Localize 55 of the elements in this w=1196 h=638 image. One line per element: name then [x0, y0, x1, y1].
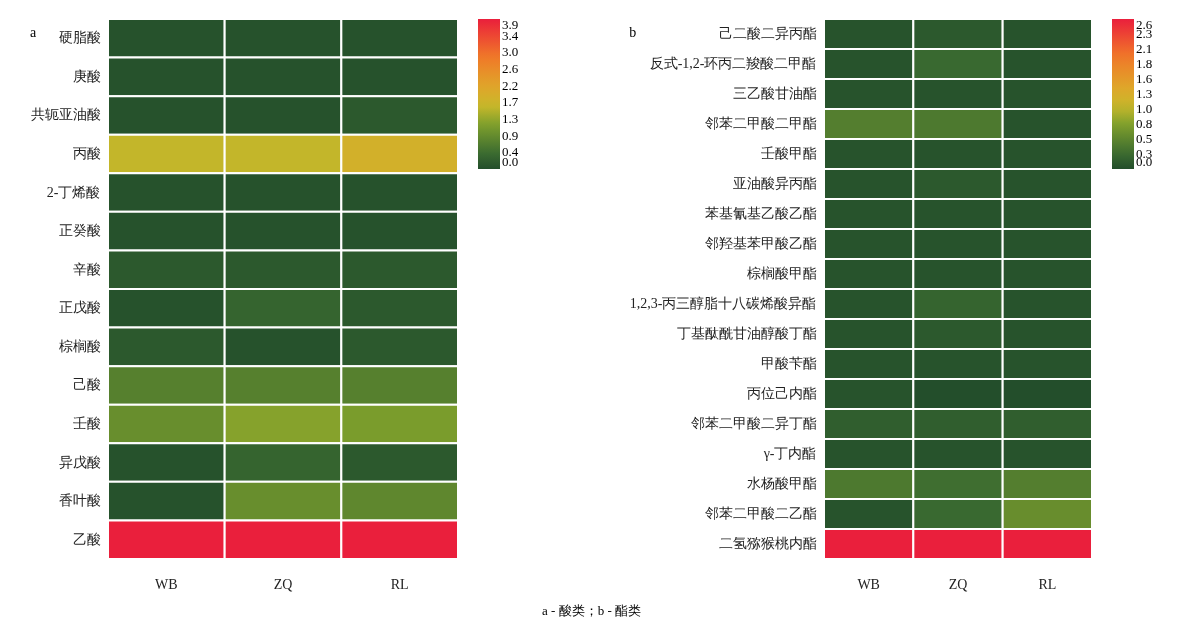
y-tick-label: 共轭亚油酸 — [30, 107, 101, 123]
y-tick-label: 辛酸 — [72, 261, 101, 277]
y-tick-label: 丁基酞酰甘油醇酸丁酯 — [676, 326, 817, 341]
chart-title: a — [30, 25, 37, 40]
text: b — [629, 25, 637, 40]
x-tick-label: RL — [390, 576, 409, 592]
y-tick-label: 三乙酸甘油酯 — [732, 86, 817, 101]
y-tick-label: 硬脂酸 — [58, 30, 101, 46]
y-tick-label: 己酸 — [72, 377, 101, 393]
y-tick-label: 邻苯二甲酸二异丁酯 — [690, 416, 817, 431]
color-bar-label: 1.6 — [1136, 71, 1153, 86]
color-bar-label: 1.0 — [1136, 101, 1153, 116]
y-tick-label: 亚油酸异丙酯 — [732, 176, 817, 191]
y-tick-label: 庚酸 — [72, 68, 101, 84]
color-bar-label: 1.3 — [1136, 86, 1153, 101]
x-tick-label: ZQ — [948, 576, 968, 592]
y-tick-label: 丙位己内酯 — [746, 386, 817, 401]
y-tick-label: 二氢猕猴桃内酯 — [718, 536, 817, 551]
color-bar-label: 3.0 — [502, 44, 519, 60]
y-tick-label: 邻苯二甲酸二乙酯 — [704, 506, 817, 521]
y-tick-label: 丙酸 — [72, 146, 101, 161]
y-tick-label: 苯基氰基乙酸乙酯 — [704, 206, 817, 221]
color-bar-label: 2.6 — [502, 60, 519, 76]
y-tick-label: 香叶酸 — [58, 493, 101, 509]
y-tick-label: 壬酸甲酯 — [760, 146, 817, 161]
color-bar-label: 0.9 — [502, 127, 519, 143]
y-tick-label: 己二酸二异丙酯 — [718, 26, 817, 41]
y-tick-label: 2-丁烯酸 — [46, 184, 101, 200]
color-bar-label: 1.8 — [1136, 56, 1153, 71]
y-tick-label: 邻苯二甲酸二甲酯 — [704, 116, 817, 131]
color-bar-label: 3.9 — [502, 17, 519, 32]
x-tick-label: RL — [1038, 576, 1057, 592]
y-tick-label: 异戊酸 — [58, 454, 101, 470]
x-tick-label: WB — [155, 576, 178, 592]
text: a - 酸类；b - 酯类 — [542, 603, 641, 618]
y-tick-label: 壬酸 — [72, 416, 101, 431]
color-bar-label: 0.8 — [1136, 116, 1153, 131]
y-tick-label: 甲酸苄酯 — [760, 356, 817, 371]
y-tick-label: 1,2,3-丙三醇脂十八碳烯酸异酯 — [629, 296, 817, 311]
color-bar-label: 2.2 — [502, 77, 519, 93]
x-tick-label: WB — [857, 576, 880, 592]
y-tick-label: γ-丁内酯 — [762, 446, 817, 461]
y-tick-label: 水杨酸甲酯 — [746, 476, 817, 491]
color-bar-label: 0.5 — [1136, 131, 1153, 146]
y-tick-label: 棕榈酸 — [58, 338, 101, 354]
color-bar-label: 2.1 — [1136, 41, 1153, 56]
x-tick-label: ZQ — [273, 576, 293, 592]
color-bar-label: 1.7 — [502, 94, 519, 110]
y-tick-label: 棕榈酸甲酯 — [746, 266, 817, 281]
y-tick-label: 正癸酸 — [58, 223, 101, 239]
y-tick-label: 正戊酸 — [58, 300, 101, 316]
y-tick-label: 反式-1,2-环丙二羧酸二甲酯 — [649, 56, 817, 71]
color-bar-label: 1.3 — [502, 111, 519, 127]
y-tick-label: 邻羟基苯甲酸乙酯 — [704, 236, 817, 251]
y-tick-label: 乙酸 — [72, 531, 101, 547]
